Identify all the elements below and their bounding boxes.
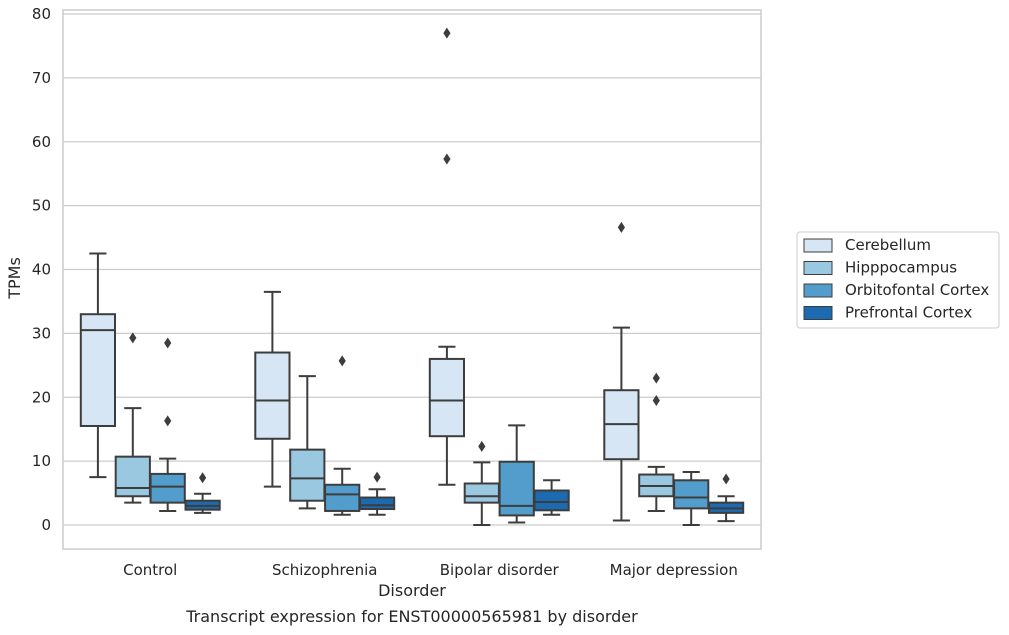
plot-frame (62, 9, 762, 550)
y-axis-title: TPMs (5, 257, 24, 300)
box-group (324, 355, 361, 516)
legend: Cerebellum Hipppocampus Orbitofontal Corte… (796, 231, 1000, 329)
legend-label: Prefrontal Cortex (845, 304, 972, 322)
y-tick-label: 80 (32, 5, 51, 23)
iqr-box (254, 351, 291, 440)
outlier-point (164, 415, 172, 427)
iqr-box (533, 489, 570, 512)
legend-swatch (803, 283, 833, 298)
y-tick-label: 40 (32, 261, 51, 279)
iqr-box (149, 472, 186, 504)
x-tick-labels: Control Schizophrenia Bipolar disorder Majo… (123, 561, 738, 579)
iqr-box (428, 357, 466, 438)
legend-swatch (803, 238, 833, 253)
box-group (673, 470, 710, 526)
box-group (149, 337, 186, 512)
gridlines (63, 13, 761, 526)
iqr-box (324, 483, 361, 512)
box-group (358, 471, 396, 516)
box-group (114, 332, 151, 504)
box-group (428, 27, 466, 486)
x-tick-label: Major depression (610, 561, 738, 579)
outlier-point (617, 221, 625, 233)
outlier-point (443, 153, 451, 165)
box-group (254, 290, 291, 488)
box-group (79, 252, 117, 479)
y-tick-label: 0 (41, 516, 51, 534)
box-group (463, 440, 500, 526)
outlier-point (652, 394, 660, 406)
iqr-box (289, 448, 326, 502)
iqr-box (498, 460, 535, 517)
legend-label: Orbitofontal Cortex (845, 281, 989, 299)
iqr-box (358, 496, 396, 511)
outlier-point (722, 473, 730, 485)
box-group (638, 372, 675, 512)
x-tick-label: Schizophrenia (272, 561, 377, 579)
x-axis-title: Disorder (378, 581, 446, 600)
outlier-point (652, 372, 660, 384)
y-tick-label: 30 (32, 324, 51, 342)
y-tick-label: 50 (32, 197, 51, 215)
box-group (533, 479, 570, 516)
box-series (79, 27, 745, 526)
outlier-point (199, 472, 207, 484)
box-group (707, 473, 745, 523)
legend-frame (796, 231, 1000, 329)
iqr-box (463, 482, 500, 504)
box-group (498, 424, 535, 524)
iqr-box (673, 479, 710, 510)
outlier-point (443, 27, 451, 39)
iqr-box (114, 455, 151, 498)
outlier-point (373, 471, 381, 483)
outlier-point (129, 332, 137, 344)
outlier-point (164, 337, 172, 349)
legend-label: Hipppocampus (845, 259, 957, 277)
legend-swatch (803, 261, 833, 275)
legend-label: Cerebellum (845, 236, 931, 254)
legend-swatch (803, 306, 833, 320)
box-group (289, 375, 326, 510)
outlier-point (338, 355, 346, 367)
iqr-box (79, 313, 117, 427)
x-tick-label: Bipolar disorder (440, 561, 560, 579)
box-group (603, 221, 640, 522)
x-tick-label: Control (123, 561, 177, 579)
y-tick-label: 20 (32, 388, 51, 406)
y-tick-label: 70 (32, 69, 51, 87)
chart-title: Transcript expression for ENST0000056598… (185, 607, 638, 626)
y-tick-label: 10 (32, 452, 51, 470)
y-tick-labels: 0 10 20 30 40 50 60 70 80 (32, 5, 51, 534)
outlier-point (478, 440, 486, 452)
y-tick-label: 60 (32, 133, 51, 151)
box-group (184, 472, 221, 514)
